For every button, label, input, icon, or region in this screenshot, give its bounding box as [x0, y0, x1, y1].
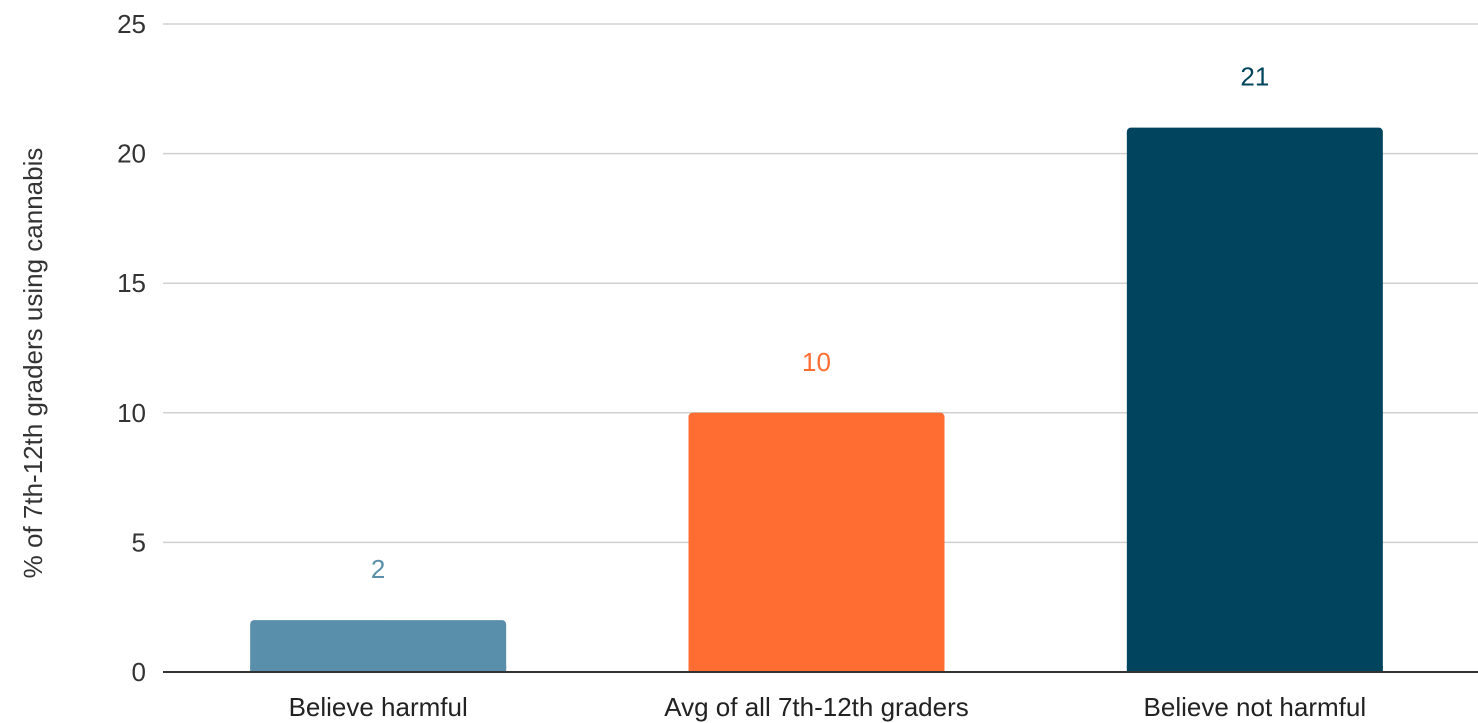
bar-base [1126, 666, 1383, 672]
data-label: 2 [371, 554, 385, 584]
labels: 0 5 10 15 20 25 2 Believe harmful 10 Avg of all 7… [117, 9, 1366, 722]
y-tick-label: 25 [117, 9, 146, 39]
y-tick-label: 10 [117, 398, 146, 428]
bar [688, 412, 945, 672]
y-tick-label: 0 [132, 657, 146, 687]
bar-base [250, 666, 507, 672]
y-tick-label: 5 [132, 527, 146, 557]
y-tick-label: 20 [117, 139, 146, 169]
bar [1126, 127, 1383, 673]
x-tick-label: Believe not harmful [1144, 692, 1367, 722]
bars [250, 127, 1383, 673]
data-label: 10 [802, 347, 831, 377]
y-axis-title: % of 7th-12th graders using cannabis [18, 148, 48, 579]
x-tick-label: Believe harmful [289, 692, 468, 722]
bar-base [688, 666, 945, 672]
y-tick-label: 15 [117, 268, 146, 298]
bar [250, 620, 507, 672]
data-label: 21 [1240, 62, 1269, 92]
x-tick-label: Avg of all 7th-12th graders [664, 692, 968, 722]
